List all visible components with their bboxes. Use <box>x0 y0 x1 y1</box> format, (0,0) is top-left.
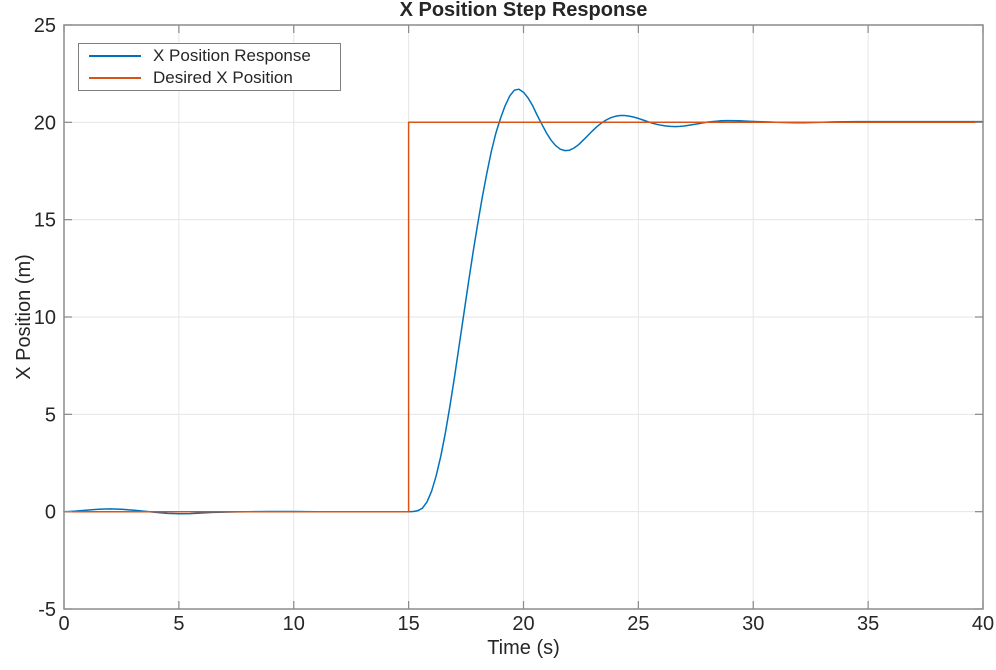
y-tick-label: 10 <box>34 307 56 329</box>
y-tick-label: 0 <box>45 502 56 524</box>
x-tick-label: 0 <box>58 613 69 635</box>
y-tick-label: 15 <box>34 210 56 232</box>
plot-title: X Position Step Response <box>399 0 648 21</box>
y-tick-label: -5 <box>38 599 56 621</box>
x-axis-label: Time (s) <box>487 637 560 659</box>
data-series <box>63 88 984 515</box>
tick-marks <box>63 24 984 610</box>
legend: X Position Response Desired X Position <box>78 43 341 91</box>
x-tick-label: 20 <box>512 613 534 635</box>
x-tick-label: 25 <box>627 613 649 635</box>
x-tick-label: 5 <box>173 613 184 635</box>
y-tick-label: 5 <box>45 404 56 426</box>
x-tick-label: 15 <box>398 613 420 635</box>
x-tick-label: 30 <box>742 613 764 635</box>
x-tick-label: 10 <box>283 613 305 635</box>
grid-lines <box>64 25 983 609</box>
legend-line-sample-desired <box>89 77 141 80</box>
legend-item-response: X Position Response <box>79 45 340 67</box>
legend-label-response: X Position Response <box>153 45 311 65</box>
legend-label-desired: Desired X Position <box>153 68 293 88</box>
x-tick-label: 35 <box>857 613 879 635</box>
y-axis-label-text: X Position (m) <box>13 254 35 380</box>
y-tick-label: 25 <box>34 15 56 37</box>
legend-line-sample-response <box>89 54 141 57</box>
legend-item-desired: Desired X Position <box>79 67 340 89</box>
x-tick-label: 40 <box>972 613 994 635</box>
y-tick-label: 20 <box>34 112 56 134</box>
